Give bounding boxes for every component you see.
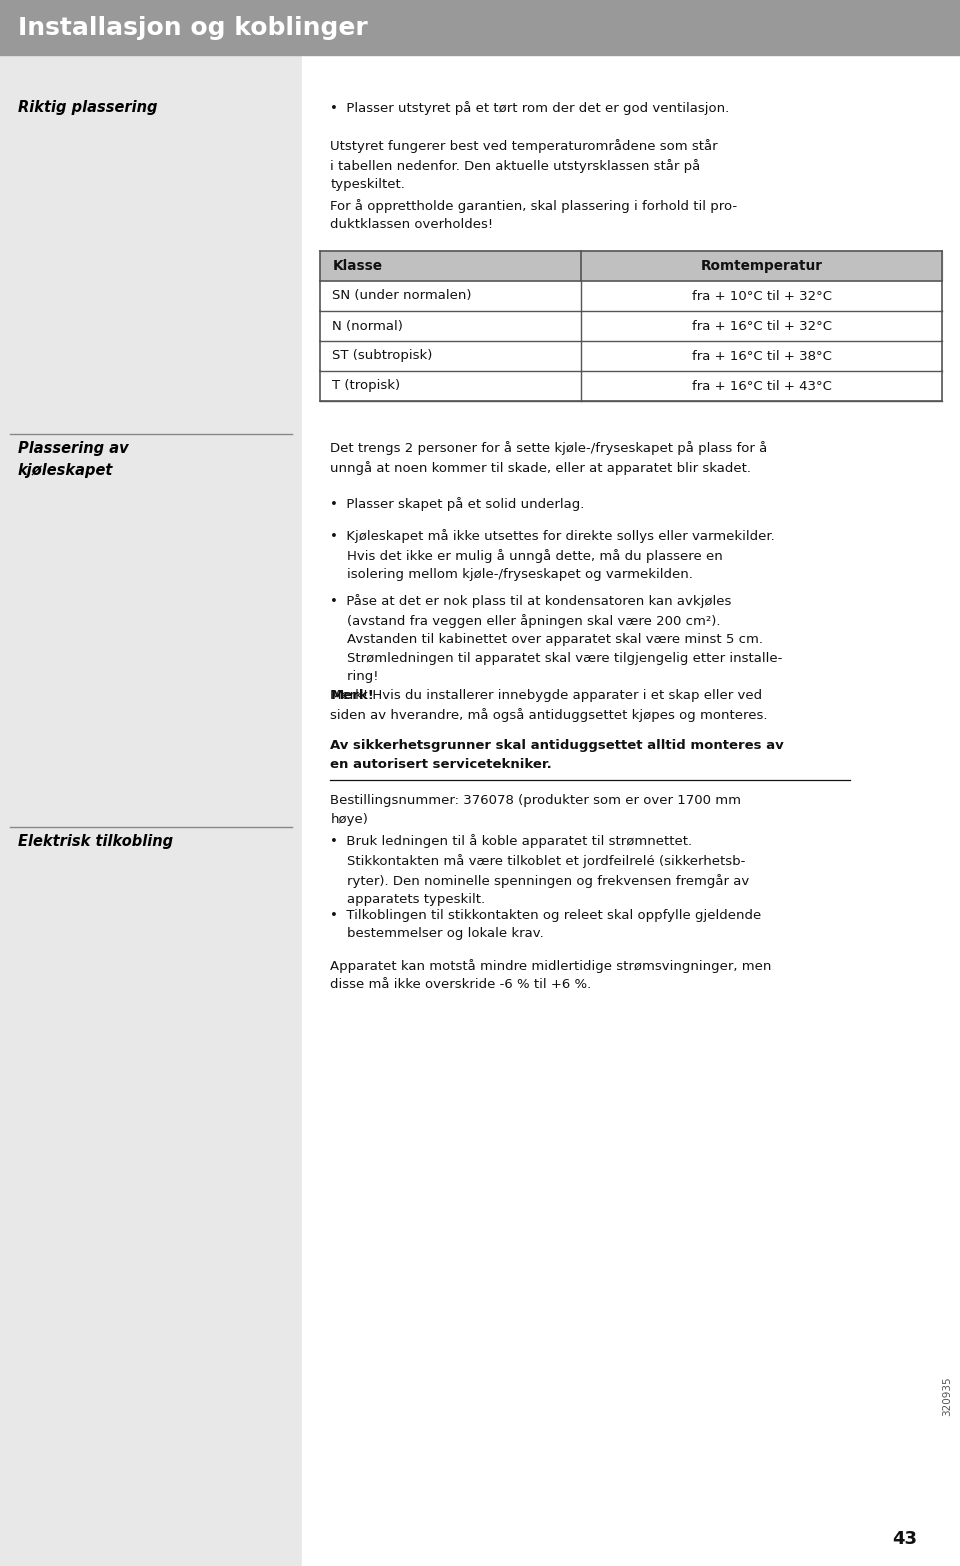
Text: 320935: 320935 bbox=[942, 1377, 952, 1416]
Text: Romtemperatur: Romtemperatur bbox=[701, 258, 823, 272]
Text: Bestillingsnummer: 376078 (produkter som er over 1700 mm
høye): Bestillingsnummer: 376078 (produkter som… bbox=[330, 794, 741, 825]
Text: fra + 16°C til + 32°C: fra + 16°C til + 32°C bbox=[692, 319, 831, 332]
Bar bbox=[0, 55, 302, 1566]
Text: fra + 16°C til + 43°C: fra + 16°C til + 43°C bbox=[692, 379, 831, 393]
Text: Apparatet kan motstå mindre midlertidige strømsvingninger, men
disse må ikke ove: Apparatet kan motstå mindre midlertidige… bbox=[330, 958, 772, 991]
Text: Installasjon og koblinger: Installasjon og koblinger bbox=[18, 16, 368, 39]
Text: •  Påse at det er nok plass til at kondensatoren kan avkjøles
    (avstand fra v: • Påse at det er nok plass til at konden… bbox=[330, 594, 782, 683]
Text: For å opprettholde garantien, skal plassering i forhold til pro-
duktklassen ove: For å opprettholde garantien, skal plass… bbox=[330, 199, 737, 232]
Bar bbox=[0, 0, 960, 55]
Bar bbox=[321, 251, 942, 280]
Bar bbox=[321, 280, 942, 312]
Text: N (normal): N (normal) bbox=[332, 319, 403, 332]
Text: •  Plasser utstyret på et tørt rom der det er god ventilasjon.: • Plasser utstyret på et tørt rom der de… bbox=[330, 100, 730, 114]
Text: fra + 10°C til + 32°C: fra + 10°C til + 32°C bbox=[692, 290, 831, 302]
Bar bbox=[321, 312, 942, 341]
Text: Det trengs 2 personer for å sette kjøle-/fryseskapet på plass for å
unngå at noe: Det trengs 2 personer for å sette kjøle-… bbox=[330, 442, 768, 474]
Text: 43: 43 bbox=[893, 1530, 918, 1549]
Text: •  Bruk ledningen til å koble apparatet til strømnettet.
    Stikkontakten må væ: • Bruk ledningen til å koble apparatet t… bbox=[330, 835, 750, 907]
Text: •  Plasser skapet på et solid underlag.: • Plasser skapet på et solid underlag. bbox=[330, 496, 585, 511]
Text: Merk! Hvis du installerer innebygde apparater i et skap eller ved
siden av hvera: Merk! Hvis du installerer innebygde appa… bbox=[330, 689, 768, 722]
Text: Riktig plassering: Riktig plassering bbox=[18, 100, 157, 114]
Bar bbox=[321, 371, 942, 401]
Text: Utstyret fungerer best ved temperaturområdene som står
i tabellen nedenfor. Den : Utstyret fungerer best ved temperaturomr… bbox=[330, 139, 718, 191]
Text: fra + 16°C til + 38°C: fra + 16°C til + 38°C bbox=[692, 349, 831, 362]
Bar bbox=[321, 341, 942, 371]
Text: Merk!: Merk! bbox=[330, 689, 374, 702]
Text: Klasse: Klasse bbox=[332, 258, 382, 272]
Text: Av sikkerhetsgrunner skal antiduggsettet alltid monteres av
en autorisert servic: Av sikkerhetsgrunner skal antiduggsettet… bbox=[330, 739, 784, 770]
Text: ST (subtropisk): ST (subtropisk) bbox=[332, 349, 433, 362]
Text: T (tropisk): T (tropisk) bbox=[332, 379, 400, 393]
Text: Plassering av
kjøleskapet: Plassering av kjøleskapet bbox=[18, 442, 129, 478]
Text: SN (under normalen): SN (under normalen) bbox=[332, 290, 472, 302]
Text: Elektrisk tilkobling: Elektrisk tilkobling bbox=[18, 835, 173, 849]
Bar bbox=[302, 55, 960, 1566]
Text: •  Tilkoblingen til stikkontakten og releet skal oppfylle gjeldende
    bestemme: • Tilkoblingen til stikkontakten og rele… bbox=[330, 908, 761, 941]
Text: •  Kjøleskapet må ikke utsettes for direkte sollys eller varmekilder.
    Hvis d: • Kjøleskapet må ikke utsettes for direk… bbox=[330, 529, 775, 581]
